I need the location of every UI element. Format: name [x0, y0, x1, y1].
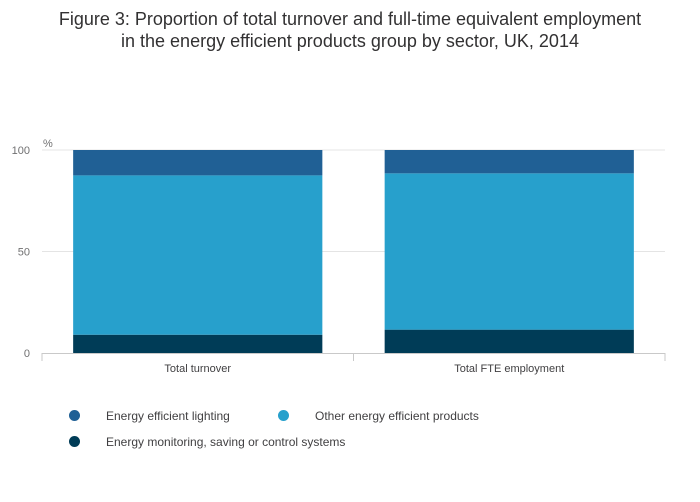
- legend-label-lighting: Energy efficient lighting: [106, 409, 230, 423]
- legend-swatch-monitoring: [69, 436, 80, 447]
- legend-label-monitoring: Energy monitoring, saving or control sys…: [106, 435, 346, 449]
- y-tick-label-0: 0: [24, 348, 30, 360]
- legend-label-other-products: Other energy efficient products: [315, 409, 479, 423]
- bar-1-series-0: [384, 329, 634, 353]
- y-tick-label-50: 50: [18, 247, 30, 259]
- bar-1-series-2: [384, 150, 634, 174]
- bar-0-series-1: [73, 175, 323, 335]
- chart-title-line-1: Figure 3: Proportion of total turnover a…: [58, 9, 642, 29]
- bar-0-series-0: [73, 334, 323, 353]
- x-tick-label-1: Total FTE employment: [454, 363, 564, 375]
- chart-title-line-2: in the energy efficient products group b…: [121, 31, 579, 51]
- chart-title: Figure 3: Proportion of total turnover a…: [0, 8, 700, 52]
- y-tick-label-100: 100: [12, 145, 30, 157]
- legend-swatch-lighting: [69, 410, 80, 421]
- bar-0-series-2: [73, 150, 323, 176]
- x-tick-label-0: Total turnover: [164, 363, 231, 375]
- y-axis-label: %: [43, 138, 53, 150]
- bar-1-series-1: [384, 173, 634, 330]
- legend-swatch-other-products: [278, 410, 289, 421]
